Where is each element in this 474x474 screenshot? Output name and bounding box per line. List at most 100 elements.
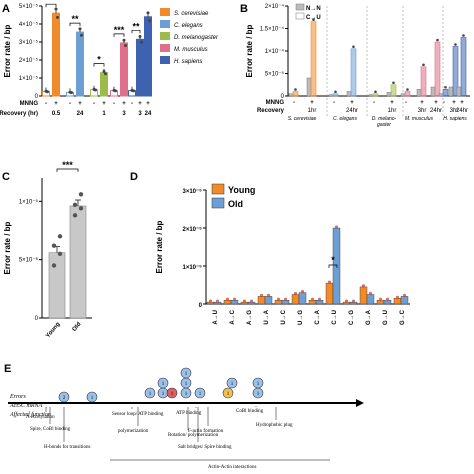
b-bar-nn	[346, 91, 352, 97]
e-error-circle	[58, 391, 70, 403]
e-error-count: 1	[231, 382, 234, 387]
b-recovery-label: 24hr	[456, 108, 468, 114]
e-error-count: 1	[91, 396, 94, 401]
b-mnng-label: +	[434, 100, 438, 106]
b-bar-cu	[420, 66, 427, 97]
e-function-label: F-actin formation	[188, 429, 224, 434]
a-bar	[144, 16, 152, 97]
b-mnng-row-label: MNNG	[266, 100, 285, 106]
b-legend-swatch-cu	[295, 12, 305, 20]
a-legend-label: C. elegans	[174, 23, 203, 29]
a-significance-label: **	[132, 21, 140, 31]
d-legend-swatch	[211, 197, 225, 209]
a-bar	[120, 42, 128, 97]
d-point	[317, 297, 322, 301]
c-point	[72, 202, 78, 208]
b-mnng-label: -	[405, 100, 407, 106]
e-error-circle	[144, 387, 156, 399]
e-function-label: Salt bridges/ Spire binding	[178, 445, 232, 450]
a-recovery-label: 24	[77, 111, 84, 117]
d-bar	[393, 298, 402, 305]
panel-d-chart: 0 1×10⁻⁵ 2×10⁻⁵ 3×10⁻⁵ Error rate / bp A→U A→C…	[155, 183, 410, 325]
a-significance-label: ***	[114, 25, 125, 35]
b-point	[462, 34, 465, 37]
a-point	[132, 89, 135, 93]
a-significance-bracket	[113, 33, 125, 37]
b-y-tick-label: 0	[281, 94, 285, 100]
c-point	[57, 251, 63, 257]
a-mnng-label: +	[146, 101, 150, 107]
d-bar	[366, 294, 375, 305]
e-error-count: 2	[63, 396, 66, 401]
d-x-tick-label: A→G	[247, 310, 253, 325]
panel-a-chart: 0 1×10⁻⁵ 2×10⁻⁵ 3×10⁻⁵ 4×10⁻⁵ 5×10⁻⁵ Error rat…	[0, 0, 219, 117]
c-point	[78, 206, 84, 211]
a-point	[122, 38, 126, 42]
e-bottom-label: Actin-Actin interactions	[208, 465, 257, 470]
e-row-label: Errors	[9, 394, 26, 400]
b-recovery-label: 24hr	[430, 108, 442, 114]
b-bar-cu	[460, 37, 467, 97]
b-mnng-label: -	[373, 100, 375, 106]
e-error-count: 1	[162, 392, 165, 397]
b-recovery-label: 3hr	[450, 108, 459, 114]
a-point	[140, 40, 143, 44]
d-x-tick-label: U→A	[264, 309, 270, 324]
b-bar-cu	[332, 93, 339, 97]
b-mnng-label: -	[443, 100, 445, 106]
b-bar-cu	[404, 91, 411, 97]
b-bar-cu	[390, 84, 397, 97]
b-bar-cu	[372, 93, 379, 97]
a-significance-bracket	[93, 63, 105, 67]
d-bar	[257, 296, 266, 305]
a-significance-bracket	[45, 3, 57, 8]
a-point	[46, 90, 49, 94]
e-error-count: 1	[149, 392, 152, 397]
panel-label-c: C	[2, 171, 10, 183]
e-error-count: 1	[171, 392, 174, 397]
e-error-circle	[222, 387, 234, 399]
e-error-circle	[86, 391, 98, 403]
b-bar-nn	[386, 92, 392, 97]
d-point	[259, 293, 264, 297]
c-point	[57, 234, 63, 239]
d-x-tick-label: C→A	[315, 309, 321, 324]
d-point	[385, 297, 390, 301]
d-point	[215, 299, 220, 303]
c-point	[51, 263, 57, 268]
d-bar	[400, 296, 409, 305]
a-mnng-label: +	[122, 101, 126, 107]
panel-label-d: D	[130, 171, 138, 183]
e-function-label: ATP binding	[176, 411, 202, 416]
e-error-circle	[180, 367, 192, 379]
a-significance-label: *	[49, 0, 53, 5]
e-error-count: 1	[185, 372, 188, 377]
d-point	[378, 297, 383, 301]
d-point	[395, 295, 400, 299]
b-mnng-label: -	[293, 100, 295, 106]
d-point	[351, 299, 356, 303]
d-point	[242, 299, 247, 303]
panel-label-e: E	[4, 363, 11, 375]
b-mnng-label: +	[310, 100, 314, 106]
a-y-tick-label: 3×10⁻⁵	[19, 39, 39, 46]
c-y-tick-label: 0	[35, 316, 39, 322]
d-significance-label: *	[331, 255, 335, 265]
b-y-axis-title: Error rate / bp	[245, 24, 254, 77]
c-point	[72, 213, 78, 218]
a-bar	[136, 38, 144, 97]
panel-label-b: B	[240, 3, 248, 15]
d-bar	[332, 227, 341, 305]
d-bar	[291, 294, 300, 305]
a-point	[146, 11, 150, 15]
d-point	[293, 291, 298, 296]
a-mnng-label: -	[131, 101, 133, 107]
d-bar	[264, 296, 273, 305]
d-legend-label: Old	[228, 199, 243, 209]
a-legend-swatch	[160, 44, 170, 52]
d-point	[327, 280, 332, 284]
c-y-tick-label: 5×10⁻⁶	[19, 257, 39, 264]
c-x-tick-label: Young	[45, 321, 62, 339]
c-point	[51, 243, 57, 248]
a-significance-label: *	[97, 55, 101, 65]
